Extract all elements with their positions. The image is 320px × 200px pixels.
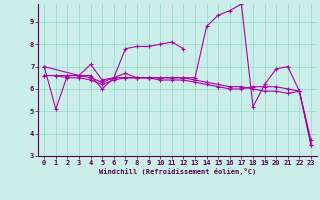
X-axis label: Windchill (Refroidissement éolien,°C): Windchill (Refroidissement éolien,°C)	[99, 168, 256, 175]
